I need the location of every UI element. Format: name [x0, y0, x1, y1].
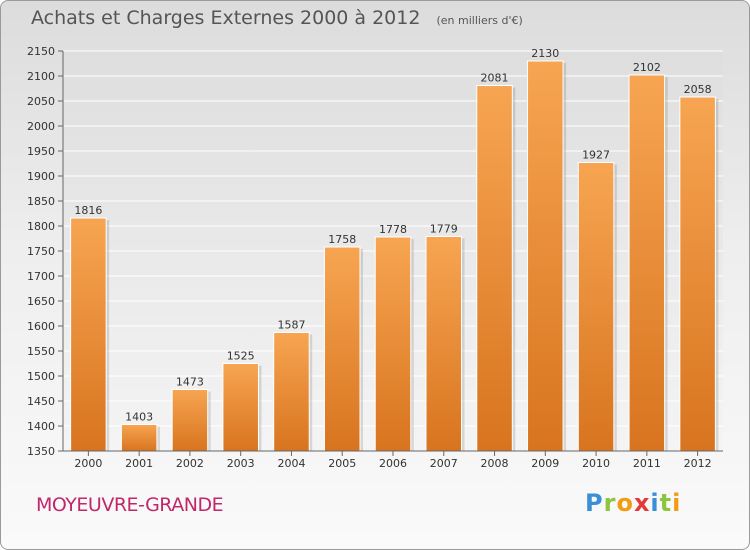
x-tick-label: 2001 — [125, 457, 153, 470]
axis-layer: 1350 1400 1450 1500 1550 1600 1650 1700 1750 1800… — [27, 45, 723, 470]
x-tick-label: 2003 — [227, 457, 255, 470]
data-label: 2081 — [481, 72, 509, 85]
data-label: 2130 — [531, 47, 559, 60]
logo-letter: t — [659, 489, 673, 517]
data-label: 1758 — [328, 233, 356, 246]
data-label: 2058 — [684, 83, 712, 96]
chart-unit: (en milliers d'€) — [436, 14, 523, 27]
y-tick-label: 2000 — [27, 120, 55, 133]
x-tick-label: 2008 — [481, 457, 509, 470]
bar-2011 — [628, 74, 666, 452]
x-tick-label: 2002 — [176, 457, 204, 470]
bar-2009 — [527, 60, 564, 452]
logo-letter: i — [672, 489, 682, 517]
x-tick-label: 2011 — [633, 457, 661, 470]
data-label: 1927 — [582, 149, 610, 162]
logo-letter: r — [603, 489, 617, 517]
y-tick-label: 1400 — [27, 420, 55, 433]
y-tick-label: 1550 — [27, 345, 55, 358]
bar-2007 — [425, 236, 463, 452]
bar-2005 — [323, 246, 361, 452]
x-tick-label: 2000 — [74, 457, 102, 470]
data-label: 1403 — [125, 411, 153, 424]
x-tick-label: 2006 — [379, 457, 407, 470]
y-tick-label: 2100 — [27, 70, 55, 83]
data-label: 1816 — [74, 204, 102, 217]
data-label: 1779 — [430, 223, 458, 236]
y-tick-label: 1600 — [27, 320, 55, 333]
chart-title-text: Achats et Charges Externes 2000 à 2012 — [31, 7, 421, 29]
data-label: 1587 — [277, 319, 305, 332]
x-tick-label: 2009 — [531, 457, 559, 470]
data-label: 1473 — [176, 376, 204, 389]
y-tick-label: 1500 — [27, 370, 55, 383]
bar-2006 — [374, 236, 412, 452]
bar-2003 — [222, 363, 259, 452]
data-label: 1778 — [379, 223, 407, 236]
y-tick-label: 1950 — [27, 145, 55, 158]
proxiti-logo: Proxiti — [585, 489, 681, 517]
logo-letter: i — [650, 489, 660, 517]
x-tick-label: 2012 — [684, 457, 712, 470]
bar-2004 — [273, 332, 310, 452]
bar-2002 — [171, 389, 209, 452]
data-label: 1525 — [227, 350, 255, 363]
chart-title: Achats et Charges Externes 2000 à 2012 (… — [31, 7, 523, 29]
data-label: 2102 — [633, 61, 661, 74]
x-tick-label: 2004 — [277, 457, 305, 470]
y-tick-label: 1900 — [27, 170, 55, 183]
bar-2012 — [679, 96, 716, 452]
label-layer: 1816 1403 1473 1525 1587 1758 1778 1779 2081 2130… — [74, 47, 711, 424]
y-tick-label: 2050 — [27, 95, 55, 108]
bar-layer — [70, 60, 719, 452]
y-tick-label: 1350 — [27, 445, 55, 458]
y-tick-label: 2150 — [27, 45, 55, 58]
x-tick-label: 2005 — [328, 457, 356, 470]
city-name: MOYEUVRE-GRANDE — [36, 494, 224, 516]
bar-2008 — [476, 85, 513, 452]
logo-letter: P — [585, 489, 604, 517]
y-tick-label: 1450 — [27, 395, 55, 408]
y-tick-label: 1750 — [27, 245, 55, 258]
bar-2000 — [70, 217, 107, 452]
y-tick-label: 1650 — [27, 295, 55, 308]
logo-letter: x — [633, 489, 651, 517]
y-tick-label: 1700 — [27, 270, 55, 283]
y-tick-label: 1850 — [27, 195, 55, 208]
x-tick-label: 2010 — [582, 457, 610, 470]
bar-2001 — [120, 424, 158, 452]
logo-letter: o — [616, 489, 634, 517]
x-tick-label: 2007 — [430, 457, 458, 470]
bar-2010 — [577, 162, 615, 452]
y-tick-label: 1800 — [27, 220, 55, 233]
